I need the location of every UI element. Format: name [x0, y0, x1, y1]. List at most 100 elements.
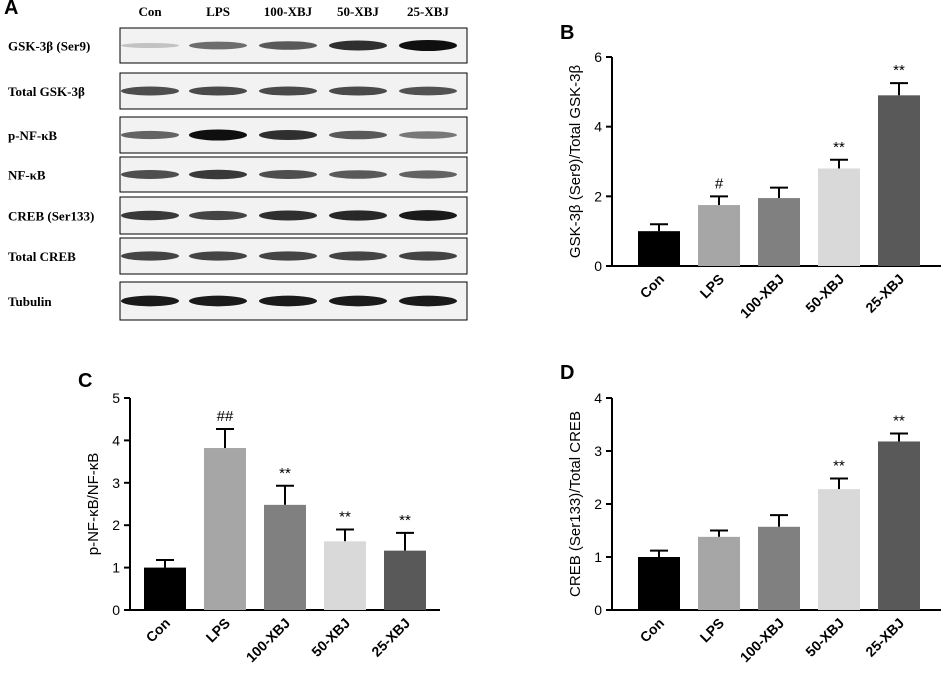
lane-label: 100-XBJ — [264, 4, 313, 19]
blot-band — [399, 295, 457, 307]
blot-band — [189, 210, 247, 221]
y-axis-label: GSK-3β (Ser9)/Total GSK-3β — [567, 65, 584, 259]
blot-band — [189, 129, 247, 141]
significance-label: ** — [893, 62, 905, 79]
lane-label: Con — [138, 4, 162, 19]
blot-band — [399, 210, 457, 221]
y-tick-label: 2 — [594, 188, 602, 204]
x-tick-label: Con — [637, 615, 668, 646]
blot-band — [121, 251, 179, 261]
blot-band — [329, 130, 387, 140]
bar — [758, 198, 800, 266]
y-tick-label: 4 — [112, 432, 120, 448]
bar — [638, 557, 680, 610]
blot-band — [121, 210, 179, 221]
lane-label: 50-XBJ — [337, 4, 379, 19]
blot-band — [189, 295, 247, 307]
blot-band — [189, 86, 247, 96]
x-tick-label: 50-XBJ — [802, 271, 847, 316]
x-tick-label: 50-XBJ — [802, 615, 847, 660]
blot-row-label: GSK-3β (Ser9) — [8, 39, 90, 54]
bar — [698, 205, 740, 266]
blot-band — [121, 86, 179, 96]
significance-label: ** — [833, 458, 845, 475]
significance-label: ** — [399, 512, 411, 529]
y-tick-label: 3 — [594, 443, 602, 459]
y-tick-label: 1 — [112, 560, 120, 576]
y-tick-label: 0 — [112, 602, 120, 618]
x-tick-label: LPS — [203, 615, 234, 646]
blot-band — [259, 295, 317, 307]
bar — [264, 504, 306, 610]
y-tick-label: 0 — [594, 258, 602, 274]
blot-band — [259, 41, 317, 50]
blot-row-label: Total CREB — [8, 249, 76, 264]
y-tick-label: 3 — [112, 475, 120, 491]
significance-label: ** — [833, 139, 845, 156]
blot-band — [329, 251, 387, 261]
chart-c-svg: 0 1 2 3 4 5 p-NF-κB/NF-κB Con ## LPS ** 100-XBJ ** 50… — [85, 390, 440, 665]
y-tick-label: 6 — [594, 49, 602, 65]
blot-band — [189, 169, 247, 180]
chart-d-svg: 0 1 2 3 4 CREB (Ser133)/Total CREB Con LPS 100-X… — [567, 390, 941, 665]
y-tick-label: 5 — [112, 390, 120, 406]
bar — [144, 567, 186, 610]
blot-band — [259, 251, 317, 261]
y-tick-label: 4 — [594, 390, 602, 406]
x-tick-label: LPS — [697, 615, 728, 646]
blot-band — [189, 251, 247, 261]
bar — [638, 231, 680, 266]
panel-c-letter: C — [78, 370, 93, 392]
bar — [324, 541, 366, 610]
panel-d-letter: D — [560, 362, 575, 384]
blot-band — [399, 170, 457, 179]
blot-band — [399, 251, 457, 261]
blot-band — [259, 130, 317, 140]
chart-b-svg: 0 2 4 6 GSK-3β (Ser9)/Total GSK-3β Con # LPS 100… — [567, 49, 941, 321]
blot-row-label: Tubulin — [8, 294, 52, 309]
panel-b-letter: B — [560, 22, 575, 44]
y-axis-label: CREB (Ser133)/Total CREB — [567, 411, 584, 597]
x-tick-label: Con — [143, 615, 174, 646]
western-blot-panel: Con LPS 100-XBJ 50-XBJ 25-XBJ GSK-3β (Ser9) To… — [8, 4, 468, 321]
y-tick-label: 1 — [594, 549, 602, 565]
blot-band — [399, 40, 457, 51]
bar — [818, 168, 860, 266]
blot-band — [259, 170, 317, 179]
blot-band — [121, 130, 179, 140]
lane-label: 25-XBJ — [407, 4, 449, 19]
blot-band — [259, 86, 317, 96]
x-tick-label: Con — [637, 271, 668, 302]
blot-band — [259, 210, 317, 221]
y-tick-label: 2 — [594, 496, 602, 512]
blot-band — [329, 86, 387, 96]
x-tick-label: 100-XBJ — [737, 271, 787, 321]
bar — [818, 489, 860, 610]
y-tick-label: 0 — [594, 602, 602, 618]
significance-label: ** — [279, 465, 291, 482]
blot-band — [399, 86, 457, 96]
chart-d: 0 1 2 3 4 CREB (Ser133)/Total CREB Con LPS 100-X… — [560, 360, 941, 673]
chart-b: 0 2 4 6 GSK-3β (Ser9)/Total GSK-3β Con # LPS 100… — [560, 20, 941, 340]
blot-band — [121, 42, 179, 49]
blot-band — [121, 295, 179, 307]
blot-row-label: p-NF-κB — [8, 128, 57, 143]
blot-band — [399, 131, 457, 139]
bar — [878, 95, 920, 266]
x-tick-label: LPS — [697, 271, 728, 302]
significance-label: # — [715, 175, 724, 192]
y-tick-label: 4 — [594, 119, 602, 135]
bar — [698, 536, 740, 610]
x-tick-label: 100-XBJ — [737, 615, 787, 665]
bar — [878, 441, 920, 610]
panel-a-letter: A — [4, 0, 19, 19]
blot-row-label: Total GSK-3β — [8, 84, 85, 99]
blot-band — [121, 170, 179, 179]
bar — [204, 448, 246, 610]
bar — [758, 526, 800, 610]
blot-row-label: CREB (Ser133) — [8, 209, 94, 224]
significance-label: ## — [217, 408, 234, 425]
x-tick-label: 25-XBJ — [368, 615, 413, 660]
x-tick-label: 50-XBJ — [308, 615, 353, 660]
blot-band — [329, 170, 387, 179]
